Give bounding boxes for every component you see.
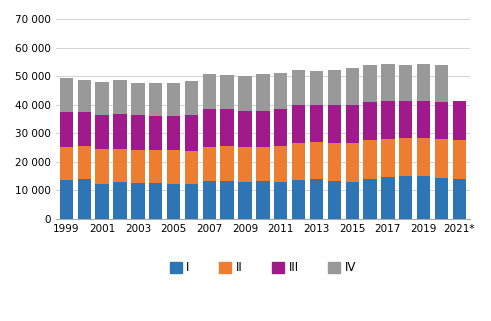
Bar: [292, 105, 305, 143]
Bar: [78, 146, 91, 179]
Bar: [220, 146, 234, 181]
Bar: [113, 80, 127, 114]
Bar: [381, 139, 395, 177]
Bar: [95, 82, 109, 116]
Bar: [399, 138, 412, 176]
Bar: [149, 183, 163, 219]
Bar: [327, 181, 341, 219]
Bar: [363, 179, 377, 219]
Bar: [238, 111, 252, 147]
Bar: [292, 143, 305, 180]
Bar: [256, 147, 270, 181]
Bar: [238, 182, 252, 219]
Bar: [256, 74, 270, 111]
Bar: [220, 109, 234, 146]
Bar: [435, 65, 448, 102]
Bar: [363, 102, 377, 140]
Bar: [310, 142, 323, 179]
Bar: [113, 182, 127, 219]
Bar: [363, 65, 377, 102]
Bar: [453, 101, 466, 140]
Bar: [238, 75, 252, 111]
Bar: [274, 73, 287, 108]
Bar: [167, 83, 180, 116]
Bar: [220, 75, 234, 109]
Bar: [113, 114, 127, 149]
Bar: [185, 151, 198, 184]
Bar: [346, 143, 359, 182]
Bar: [327, 143, 341, 181]
Bar: [149, 150, 163, 183]
Bar: [381, 64, 395, 101]
Bar: [113, 149, 127, 182]
Bar: [238, 147, 252, 182]
Bar: [417, 138, 430, 176]
Bar: [256, 181, 270, 219]
Bar: [256, 111, 270, 147]
Bar: [381, 101, 395, 139]
Bar: [95, 116, 109, 149]
Bar: [274, 146, 287, 182]
Bar: [327, 105, 341, 143]
Bar: [274, 182, 287, 219]
Bar: [95, 184, 109, 219]
Bar: [60, 180, 73, 219]
Bar: [399, 176, 412, 219]
Bar: [417, 65, 430, 101]
Bar: [310, 179, 323, 219]
Bar: [310, 105, 323, 142]
Bar: [327, 70, 341, 105]
Bar: [435, 178, 448, 219]
Bar: [417, 101, 430, 138]
Bar: [381, 177, 395, 219]
Bar: [60, 78, 73, 112]
Bar: [453, 140, 466, 179]
Bar: [399, 101, 412, 138]
Bar: [60, 112, 73, 147]
Bar: [167, 184, 180, 219]
Bar: [346, 68, 359, 105]
Bar: [363, 140, 377, 179]
Bar: [78, 112, 91, 146]
Bar: [131, 83, 144, 115]
Bar: [292, 70, 305, 105]
Bar: [203, 147, 216, 181]
Bar: [310, 71, 323, 105]
Bar: [453, 179, 466, 219]
Legend: I, II, III, IV: I, II, III, IV: [165, 257, 361, 279]
Bar: [435, 102, 448, 139]
Bar: [95, 149, 109, 184]
Bar: [167, 116, 180, 150]
Bar: [149, 116, 163, 150]
Bar: [203, 74, 216, 109]
Bar: [131, 183, 144, 219]
Bar: [346, 105, 359, 143]
Bar: [435, 139, 448, 178]
Bar: [417, 176, 430, 219]
Bar: [167, 150, 180, 184]
Bar: [203, 181, 216, 219]
Bar: [274, 108, 287, 146]
Bar: [78, 80, 91, 112]
Bar: [60, 147, 73, 180]
Bar: [185, 184, 198, 219]
Bar: [149, 83, 163, 116]
Bar: [185, 81, 198, 115]
Bar: [203, 109, 216, 147]
Bar: [131, 115, 144, 150]
Bar: [220, 181, 234, 219]
Bar: [185, 115, 198, 151]
Bar: [346, 182, 359, 219]
Bar: [131, 150, 144, 183]
Bar: [399, 65, 412, 101]
Bar: [292, 180, 305, 219]
Bar: [78, 179, 91, 219]
